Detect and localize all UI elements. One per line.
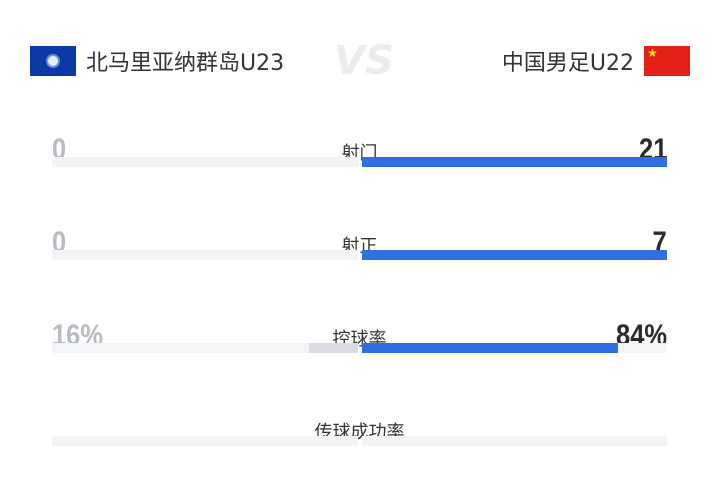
- home-team: 北马里亚纳群岛U23: [30, 46, 284, 76]
- home-bar-track: [52, 436, 358, 446]
- away-bar-fill: [362, 343, 619, 353]
- home-bar-fill: [309, 343, 358, 353]
- away-team: 中国男足U22 ★: [502, 46, 690, 76]
- home-bar-track: [52, 157, 358, 167]
- away-bar-track: [362, 250, 667, 260]
- china-flag-icon: ★: [644, 46, 690, 76]
- vs-logo: VS: [334, 38, 394, 84]
- away-bar-track: [362, 157, 667, 167]
- away-bar-fill: [362, 157, 667, 167]
- away-bar-track: [362, 343, 667, 353]
- home-team-name: 北马里亚纳群岛U23: [86, 51, 285, 76]
- away-team-name: 中国男足U22: [501, 51, 634, 76]
- home-bar-track: [52, 343, 358, 353]
- away-bar-track: [362, 436, 667, 446]
- northern-mariana-islands-flag-icon: [30, 46, 76, 76]
- home-bar-track: [52, 250, 358, 260]
- away-bar-fill: [362, 250, 667, 260]
